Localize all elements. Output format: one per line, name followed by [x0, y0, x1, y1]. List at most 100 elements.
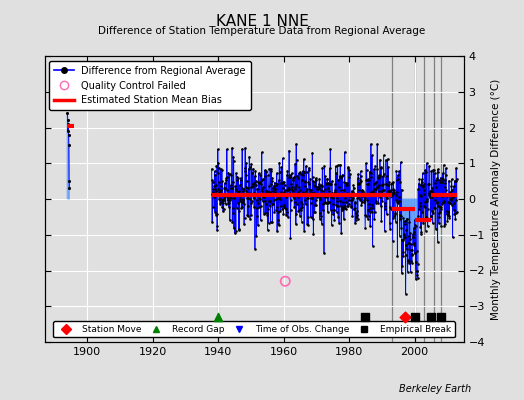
- Point: [271, 189, 280, 195]
- Point: [401, 291, 410, 297]
- Point: [321, 186, 330, 192]
- Point: [233, 204, 241, 211]
- Point: [369, 186, 378, 192]
- Point: [416, 192, 424, 198]
- Point: [254, 200, 262, 206]
- Point: [64, 128, 72, 134]
- Point: [293, 201, 301, 207]
- Point: [363, 177, 371, 183]
- Point: [433, 175, 441, 182]
- Point: [254, 170, 263, 176]
- Point: [299, 168, 307, 174]
- Point: [286, 172, 294, 179]
- Point: [384, 188, 392, 194]
- Point: [411, 259, 420, 266]
- Point: [269, 201, 277, 208]
- Point: [309, 231, 318, 237]
- Point: [281, 190, 290, 197]
- Point: [377, 218, 386, 224]
- Point: [226, 193, 235, 199]
- Point: [250, 204, 258, 210]
- Point: [377, 202, 385, 209]
- Point: [301, 201, 310, 208]
- Point: [237, 177, 245, 184]
- Point: [423, 160, 431, 166]
- Point: [357, 172, 365, 179]
- Point: [266, 188, 275, 195]
- Point: [416, 203, 424, 209]
- Point: [372, 198, 380, 204]
- Point: [353, 212, 361, 218]
- Point: [248, 184, 256, 191]
- Point: [343, 180, 352, 187]
- Point: [425, 190, 433, 196]
- Point: [297, 199, 305, 206]
- Point: [285, 185, 293, 191]
- Point: [358, 188, 366, 194]
- Point: [331, 180, 340, 187]
- Point: [275, 222, 283, 228]
- Point: [453, 209, 461, 216]
- Point: [64, 132, 73, 138]
- Point: [443, 218, 452, 224]
- Point: [320, 200, 328, 206]
- Point: [230, 158, 238, 164]
- Point: [298, 176, 307, 183]
- Point: [374, 182, 383, 188]
- Point: [330, 190, 338, 197]
- Point: [301, 178, 309, 184]
- Point: [370, 209, 379, 215]
- Point: [353, 207, 361, 214]
- Point: [325, 188, 334, 194]
- Point: [408, 252, 416, 258]
- Point: [287, 206, 295, 213]
- Point: [231, 191, 239, 198]
- Point: [63, 110, 72, 116]
- Point: [312, 197, 320, 204]
- Point: [386, 206, 395, 212]
- Point: [336, 203, 345, 210]
- Point: [369, 205, 378, 212]
- Point: [382, 156, 390, 163]
- Point: [366, 223, 374, 230]
- Point: [366, 170, 375, 176]
- Point: [265, 198, 273, 204]
- Point: [421, 198, 430, 205]
- Point: [260, 167, 269, 174]
- Point: [290, 174, 298, 180]
- Point: [278, 180, 286, 187]
- Point: [428, 185, 436, 191]
- Point: [344, 173, 353, 180]
- Point: [210, 194, 218, 200]
- Point: [390, 190, 399, 196]
- Point: [314, 183, 323, 189]
- Point: [385, 188, 393, 194]
- Point: [329, 211, 337, 218]
- Point: [211, 208, 219, 215]
- Point: [355, 195, 363, 202]
- Point: [366, 205, 375, 211]
- Point: [393, 253, 401, 259]
- Point: [394, 176, 402, 182]
- Point: [298, 204, 307, 210]
- Point: [267, 168, 276, 175]
- Point: [341, 149, 349, 155]
- Point: [216, 201, 224, 207]
- Point: [284, 214, 292, 220]
- Point: [337, 174, 345, 181]
- Point: [278, 155, 287, 162]
- Point: [318, 182, 326, 189]
- Point: [312, 202, 320, 208]
- Point: [305, 164, 313, 171]
- Point: [220, 197, 228, 203]
- Point: [367, 141, 375, 147]
- Point: [337, 230, 345, 236]
- Point: [314, 186, 322, 193]
- Point: [444, 213, 453, 219]
- Point: [337, 204, 346, 211]
- Point: [303, 195, 312, 201]
- Point: [444, 209, 453, 216]
- Point: [356, 168, 365, 174]
- Point: [306, 176, 314, 182]
- Point: [405, 260, 413, 266]
